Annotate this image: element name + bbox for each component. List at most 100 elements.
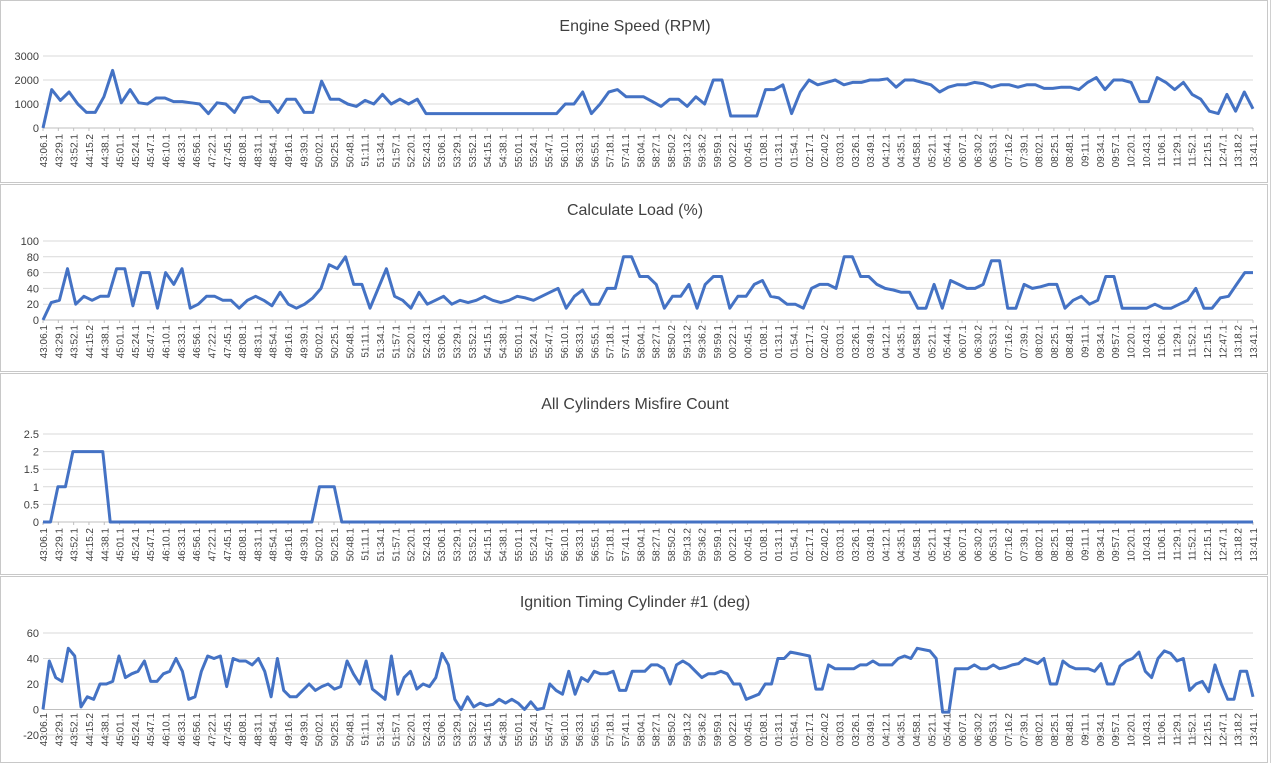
chart-misfire-count: All Cylinders Misfire Count 0 0.5 1 1.5 2 2.5 4… bbox=[24, 396, 1260, 562]
x-tick-label: 06:53.1 bbox=[989, 713, 1000, 747]
x-tick-label: 07:16.2 bbox=[1004, 134, 1015, 168]
x-tick-label: 13:41.1 bbox=[1249, 325, 1260, 359]
x-tick-label: 03:03.1 bbox=[835, 713, 846, 747]
x-tick-label: 05:44.1 bbox=[943, 528, 954, 562]
x-tick-label: 44:15.2 bbox=[85, 528, 96, 562]
x-tick-label: 58:04.1 bbox=[636, 134, 647, 168]
x-tick-label: 02:17.1 bbox=[805, 134, 816, 168]
x-tick-label: 03:49.1 bbox=[866, 713, 877, 747]
x-tick-label: 58:50.2 bbox=[667, 713, 678, 747]
x-tick-label: 09:34.1 bbox=[1096, 528, 1107, 562]
x-tick-label: 56:10.1 bbox=[560, 528, 571, 562]
x-tick-label: 44:15.2 bbox=[85, 713, 96, 747]
x-tick-label: 46:10.1 bbox=[162, 528, 173, 562]
x-tick-label: 12:15.1 bbox=[1203, 713, 1214, 747]
x-tick-label: 50:02.1 bbox=[315, 134, 326, 168]
x-tick-label: 57:41.1 bbox=[621, 134, 632, 168]
x-tick-label: 13:18.2 bbox=[1234, 134, 1245, 168]
x-tick-label: 52:20.1 bbox=[407, 713, 418, 747]
x-tick-label: 08:25.1 bbox=[1050, 528, 1061, 562]
x-tick-label: 51:11.1 bbox=[361, 134, 372, 167]
x-tick-label: 11:52.1 bbox=[1188, 713, 1199, 746]
x-tick-label: 58:27.1 bbox=[652, 325, 663, 359]
x-tick-label: 04:35.1 bbox=[897, 134, 908, 168]
x-tick-label: 54:15.1 bbox=[483, 325, 494, 359]
x-tick-label: 59:36.2 bbox=[698, 325, 709, 359]
y-tick-label: 1 bbox=[33, 482, 39, 494]
x-tick-label: 48:08.1 bbox=[238, 134, 249, 168]
x-tick-label: 46:33.1 bbox=[177, 713, 188, 747]
x-tick-label: 03:49.1 bbox=[866, 134, 877, 168]
x-tick-label: 56:33.1 bbox=[575, 325, 586, 359]
x-tick-label: 09:57.1 bbox=[1111, 528, 1122, 562]
x-tick-label: 49:39.1 bbox=[299, 713, 310, 747]
x-tick-label: 43:29.1 bbox=[54, 713, 65, 747]
y-tick-label: 0 bbox=[33, 315, 39, 327]
x-tick-label: 59:59.1 bbox=[713, 528, 724, 562]
x-tick-label: 02:40.2 bbox=[820, 713, 831, 747]
x-tick-label: 04:35.1 bbox=[897, 528, 908, 562]
x-tick-label: 01:31.1 bbox=[774, 713, 785, 747]
x-tick-label: 00:45.1 bbox=[744, 713, 755, 747]
x-tick-label: 52:43.1 bbox=[422, 713, 433, 747]
x-tick-label: 53:06.1 bbox=[437, 134, 448, 168]
x-tick-label: 06:07.1 bbox=[958, 528, 969, 562]
chart-panel-misfire-count: All Cylinders Misfire Count 0 0.5 1 1.5 2 2.5 4… bbox=[0, 373, 1268, 575]
x-tick-label: 51:57.1 bbox=[391, 528, 402, 562]
y-tick-label: 1.5 bbox=[24, 464, 39, 476]
x-tick-label: 57:18.1 bbox=[606, 713, 617, 747]
x-tick-label: 08:48.1 bbox=[1065, 713, 1076, 747]
x-tick-label: 07:39.1 bbox=[1019, 713, 1030, 747]
x-tick-label: 44:38.1 bbox=[100, 134, 111, 168]
x-tick-label: 57:18.1 bbox=[606, 528, 617, 562]
x-tick-label: 45:01.1 bbox=[116, 713, 127, 747]
x-tick-label: 04:35.1 bbox=[897, 325, 908, 359]
x-tick-label: 45:47.1 bbox=[146, 528, 157, 562]
x-tick-label: 49:39.1 bbox=[299, 134, 310, 168]
x-tick-label: 05:44.1 bbox=[943, 134, 954, 168]
x-tick-label: 11:52.1 bbox=[1188, 528, 1199, 561]
x-tick-label: 57:41.1 bbox=[621, 713, 632, 747]
x-tick-label: 04:58.1 bbox=[912, 134, 923, 168]
x-tick-label: 48:54.1 bbox=[269, 134, 280, 168]
x-tick-label: 11:06.1 bbox=[1157, 713, 1168, 746]
chart-ignition-timing: Ignition Timing Cylinder #1 (deg) -20 0 20 4… bbox=[23, 594, 1260, 747]
x-tick-label: 51:34.1 bbox=[376, 713, 387, 747]
x-tick-label: 04:12.1 bbox=[881, 528, 892, 562]
x-tick-label: 43:52.1 bbox=[70, 134, 81, 168]
x-tick-label: 46:56.1 bbox=[192, 325, 203, 359]
x-tick-label: 56:33.1 bbox=[575, 528, 586, 562]
x-tick-label: 02:40.2 bbox=[820, 325, 831, 359]
y-tick-label: 2 bbox=[33, 447, 39, 459]
x-tick-label: 59:59.1 bbox=[713, 713, 724, 747]
x-tick-label: 50:25.1 bbox=[330, 325, 341, 359]
y-tick-label: 20 bbox=[27, 679, 39, 691]
x-tick-label: 54:38.1 bbox=[498, 528, 509, 562]
y-tick-label: 80 bbox=[27, 252, 39, 264]
x-tick-label: 07:16.2 bbox=[1004, 713, 1015, 747]
x-tick-label: 06:30.2 bbox=[973, 528, 984, 562]
x-tick-label: 49:16.1 bbox=[284, 528, 295, 562]
x-tick-label: 11:52.1 bbox=[1188, 325, 1199, 358]
x-tick-label: 46:10.1 bbox=[162, 713, 173, 747]
x-tick-label: 55:01.1 bbox=[514, 134, 525, 168]
x-tick-label: 47:22.1 bbox=[207, 325, 218, 359]
x-tick-label: 00:45.1 bbox=[744, 325, 755, 359]
x-tick-label: 47:45.1 bbox=[223, 134, 234, 168]
x-tick-label: 51:34.1 bbox=[376, 325, 387, 359]
x-tick-label: 12:47.1 bbox=[1218, 134, 1229, 168]
x-tick-label: 52:20.1 bbox=[407, 134, 418, 168]
x-tick-label: 07:39.1 bbox=[1019, 134, 1030, 168]
x-tick-label: 56:33.1 bbox=[575, 134, 586, 168]
x-tick-label: 43:06.1 bbox=[39, 134, 50, 168]
x-tick-label: 10:20.1 bbox=[1126, 134, 1137, 168]
x-tick-label: 59:36.2 bbox=[698, 713, 709, 747]
x-tick-label: 00:22.1 bbox=[728, 325, 739, 359]
x-tick-label: 10:43.1 bbox=[1142, 134, 1153, 168]
x-tick-label: 43:06.1 bbox=[39, 528, 50, 562]
x-tick-label: 45:47.1 bbox=[146, 325, 157, 359]
x-tick-label: 53:52.1 bbox=[468, 528, 479, 562]
chart-engine-speed: Engine Speed (RPM) 0 1000 2000 3000 43:06.1 43… bbox=[15, 18, 1260, 168]
x-tick-label: 54:38.1 bbox=[498, 325, 509, 359]
x-tick-label: 03:03.1 bbox=[835, 134, 846, 168]
